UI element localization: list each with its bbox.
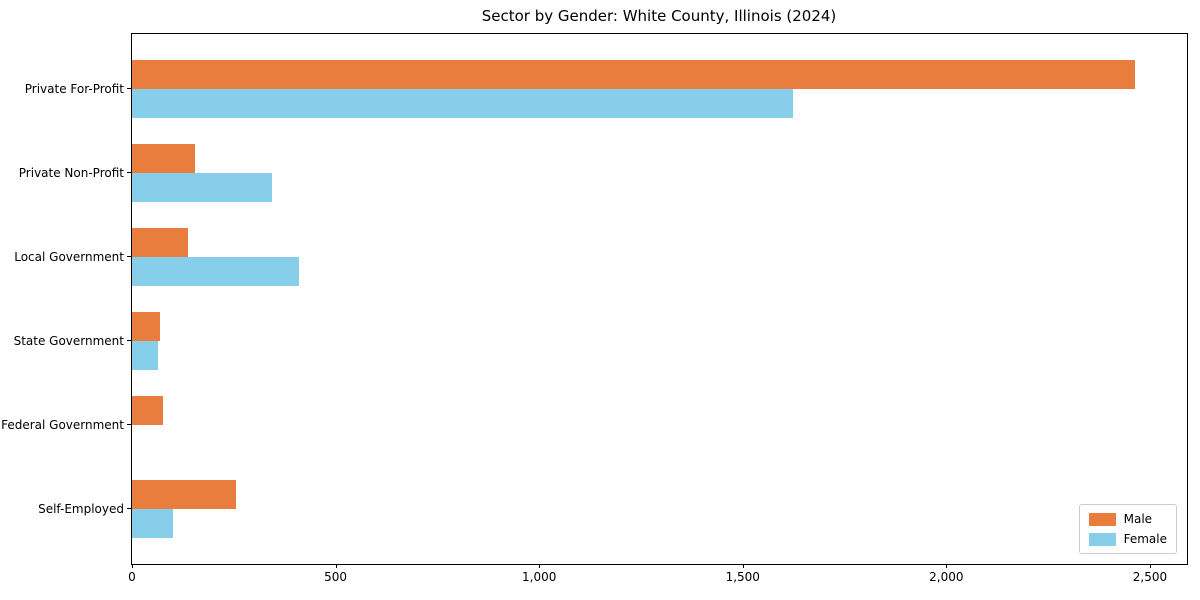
legend-item-male: Male (1088, 512, 1167, 526)
x-axis-tick (742, 564, 744, 568)
legend-label-male: Male (1123, 512, 1153, 526)
bar-male-local-government (132, 228, 188, 257)
x-axis-label-1000: 1,000 (521, 570, 557, 584)
x-axis-label-2500: 2,500 (1132, 570, 1168, 584)
bar-female-private-non-profit (132, 173, 272, 202)
bar-male-private-for-profit (132, 60, 1135, 89)
x-axis-tick (132, 564, 133, 568)
x-axis-tick (539, 564, 541, 568)
y-axis-tick (127, 172, 131, 173)
x-axis-label-1500: 1,500 (725, 570, 760, 584)
y-axis-label-self-employed: Self-Employed (38, 502, 124, 516)
y-axis-label-federal-government: Federal Government (1, 418, 124, 432)
bar-female-local-government (132, 257, 299, 286)
x-axis-label-0: 0 (128, 570, 136, 584)
bar-female-private-for-profit (132, 89, 793, 118)
y-axis-tick (127, 424, 131, 425)
bar-male-private-non-profit (132, 144, 195, 173)
x-axis-tick (335, 564, 337, 568)
bar-female-self-employed (132, 509, 173, 538)
legend: Male Female (1078, 504, 1177, 554)
x-axis-tick (946, 564, 948, 568)
male-color-swatch (1088, 512, 1116, 526)
y-axis-tick (127, 340, 131, 341)
y-axis-label-state-government: State Government (13, 334, 124, 348)
y-axis-tick (127, 256, 131, 257)
x-axis-label-2000: 2,000 (929, 570, 964, 584)
x-axis-label-500: 500 (324, 570, 348, 584)
legend-item-female: Female (1088, 532, 1167, 546)
bar-male-federal-government (132, 396, 163, 425)
plot-area: Male Female Private For-Profit Private No… (1, 33, 1188, 584)
y-axis-label-private-for-profit: Private For-Profit (24, 82, 124, 96)
legend-label-female: Female (1123, 532, 1167, 546)
chart-title: Sector by Gender: White County, Illinois… (481, 7, 837, 25)
y-axis-tick (127, 88, 131, 89)
bar-male-state-government (132, 312, 160, 341)
bar-female-state-government (132, 341, 158, 370)
x-axis-tick (1149, 564, 1151, 568)
bar-male-self-employed (132, 480, 236, 509)
y-axis-label-local-government: Local Government (14, 250, 124, 264)
y-axis-label-private-non-profit: Private Non-Profit (18, 166, 124, 180)
y-axis-tick (127, 508, 131, 509)
female-color-swatch (1088, 532, 1116, 546)
